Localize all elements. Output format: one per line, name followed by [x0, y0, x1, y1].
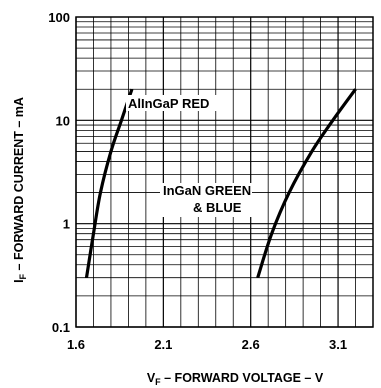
- series-label-red: AlInGaP RED: [128, 96, 209, 111]
- y-tick-label: 100: [48, 10, 70, 25]
- x-axis-label-rest: – FORWARD VOLTAGE – V: [161, 371, 324, 385]
- y-axis-label-main: I: [12, 279, 26, 282]
- x-tick-label: 2.6: [242, 337, 260, 352]
- x-tick-labels: 1.6 2.1 2.6 3.1: [67, 337, 347, 352]
- x-tick-label: 3.1: [329, 337, 347, 352]
- series-label-red-bg: [126, 95, 222, 111]
- x-axis-label: VF – FORWARD VOLTAGE – V: [147, 371, 324, 387]
- y-axis-label: IF – FORWARD CURRENT – mA: [12, 97, 28, 283]
- series-line-green-blue: [256, 88, 357, 279]
- series-label-green-bg: [160, 183, 252, 217]
- y-tick-labels: 100 10 1 0.1: [48, 10, 70, 335]
- x-axis-label-main: V: [147, 371, 156, 385]
- y-tick-label: 0.1: [52, 320, 70, 335]
- x-axis-label-sub: F: [155, 377, 161, 387]
- x-tick-label: 2.1: [154, 337, 172, 352]
- series-curves: [84, 88, 357, 279]
- y-axis-label-rest: – FORWARD CURRENT – mA: [12, 97, 26, 274]
- grid-lines: [75, 17, 374, 328]
- y-tick-label: 1: [63, 217, 70, 232]
- series-label-green-line2: & BLUE: [193, 200, 242, 215]
- x-tick-label: 1.6: [67, 337, 85, 352]
- series-label-green-line1: InGaN GREEN: [163, 183, 251, 198]
- y-axis-label-sub: F: [18, 273, 28, 279]
- plot-frame: [75, 16, 374, 328]
- series-line-red: [84, 88, 134, 278]
- y-tick-label: 10: [56, 113, 70, 128]
